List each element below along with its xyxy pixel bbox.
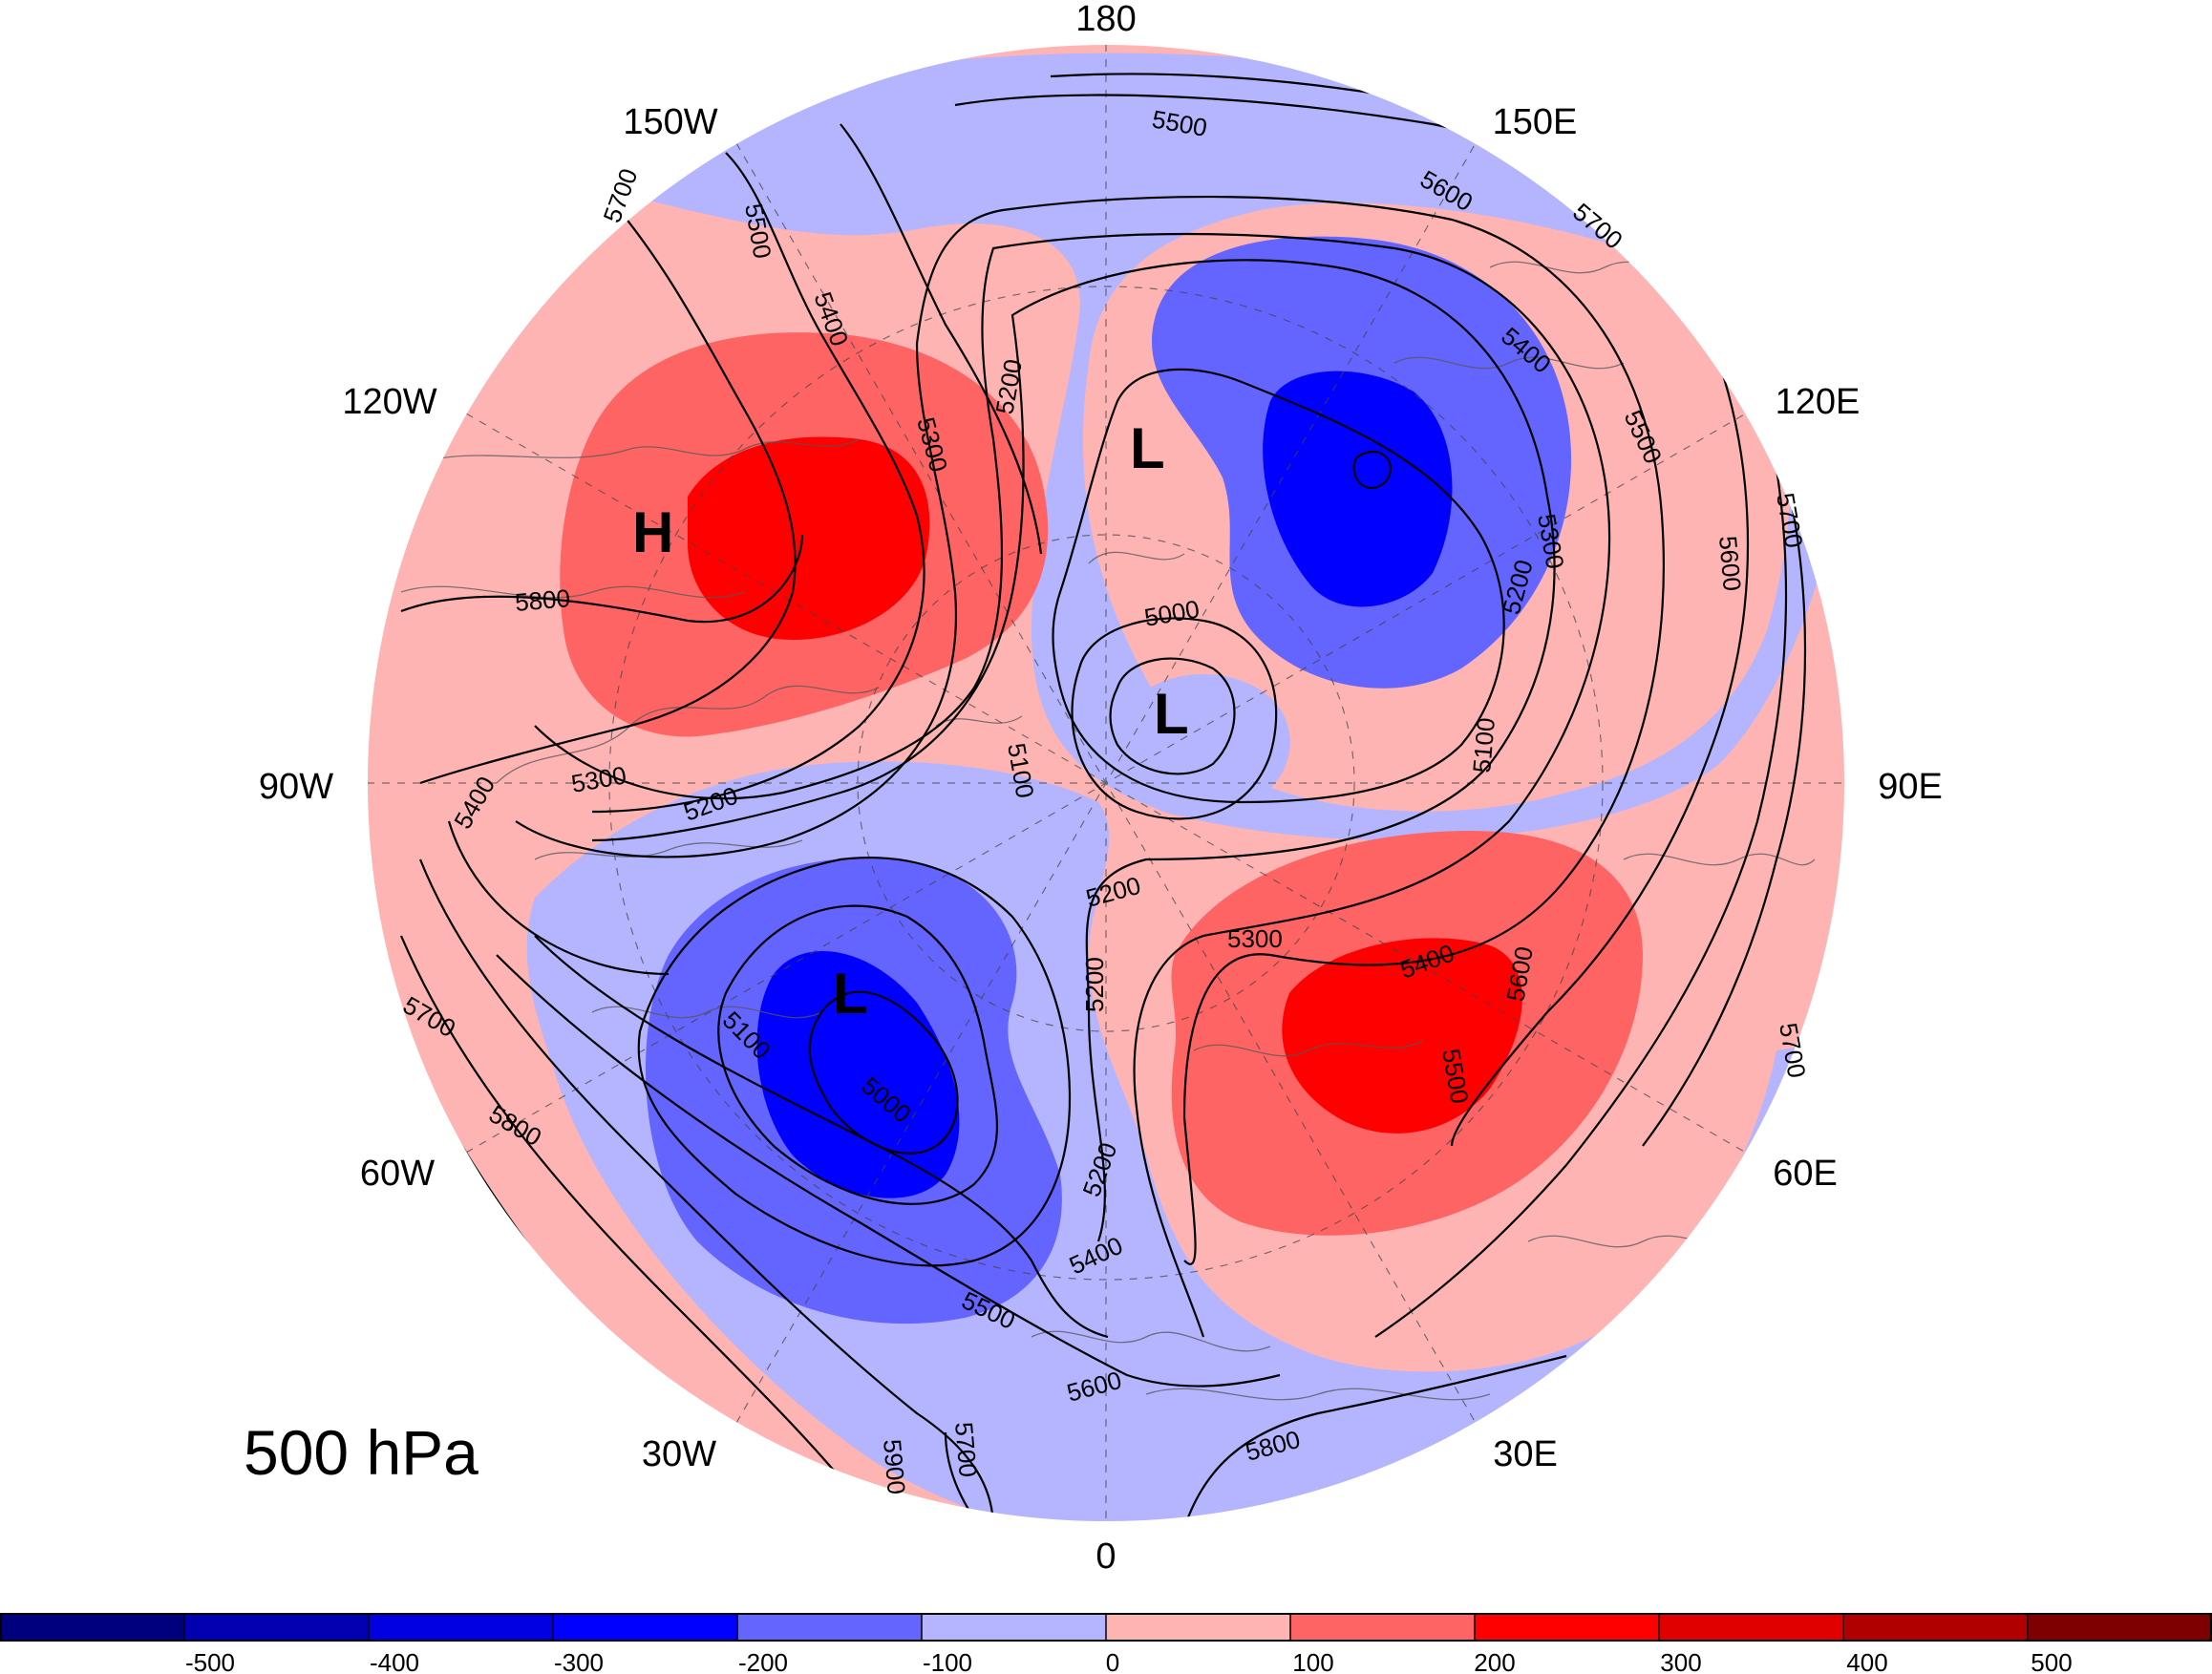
colorbar-bin: [1290, 1614, 1475, 1641]
contour-line: [534, 94, 1750, 1339]
longitude-label-150w: 150W: [623, 102, 717, 142]
colorbar-tick-label: 400: [1846, 1648, 1887, 1674]
colorbar-bin: [2028, 1614, 2212, 1641]
meridian-150: [735, 142, 1477, 1424]
low-pressure-marker: L: [1154, 682, 1189, 746]
latitude-circle: [608, 286, 1604, 1281]
contour-line: [1352, 451, 1393, 490]
contour-label: 5100: [1467, 716, 1500, 773]
colorbar-tick-label: 200: [1474, 1648, 1515, 1674]
anomaly-positive-region: [1282, 938, 1522, 1134]
colorbar-bin: [922, 1614, 1106, 1641]
colorbar-bin: [737, 1614, 922, 1641]
contour-line: [447, 195, 1665, 1265]
colorbar-tick-label: 0: [1106, 1648, 1119, 1674]
contour-label: 5600: [1713, 535, 1747, 592]
longitude-label-0: 0: [1095, 1536, 1116, 1577]
colorbar-tick-label: -200: [738, 1648, 788, 1674]
pressure-level-label: 500 hPa: [244, 1417, 479, 1488]
colorbar-tick-label: 100: [1292, 1648, 1333, 1674]
colorbar-tick-label: 300: [1660, 1648, 1701, 1674]
graticule: [367, 44, 1845, 1522]
colorbar-bin: [1106, 1614, 1290, 1641]
colorbar-bin: [1659, 1614, 1843, 1641]
low-pressure-marker: L: [1130, 416, 1165, 480]
low-pressure-marker: L: [833, 962, 868, 1026]
longitude-label-60w: 60W: [360, 1154, 435, 1194]
map-boundary: [366, 43, 1846, 1523]
contour-line: [534, 232, 1611, 1338]
colorbar-tick-label: -400: [370, 1648, 419, 1674]
colorbar-tick-label: -500: [185, 1648, 235, 1674]
longitude-label-180: 180: [1075, 0, 1136, 39]
contour-label: 5700: [949, 1421, 983, 1478]
longitude-labels: 180 150E 120E 90E 60E 30E 0 30W 60W 90W …: [259, 0, 1943, 1577]
colorbar-bin: [1843, 1614, 2028, 1641]
high-pressure-marker: H: [632, 500, 673, 564]
colorbar: -500 -400 -300 -200 -100 0 100 200 300 4…: [0, 1613, 2212, 1674]
longitude-label-150e: 150E: [1493, 102, 1578, 142]
contour-label: 5300: [1227, 924, 1283, 953]
contour-line: [808, 990, 959, 1155]
pressure-centers: H L L L: [632, 416, 1189, 1026]
colorbar-bin: [184, 1614, 369, 1641]
contour-line: [1071, 617, 1278, 820]
contour-line: [637, 856, 1072, 1267]
longitude-label-90w: 90W: [259, 767, 333, 807]
contour-line: [418, 141, 1807, 1522]
longitude-label-30e: 30E: [1493, 1434, 1558, 1474]
colorbar-bin: [1475, 1614, 1659, 1641]
contour-label: 5800: [514, 583, 571, 617]
contour-label: 5200: [1080, 957, 1109, 1012]
colorbar-tick-label: 500: [2031, 1648, 2072, 1674]
contour-line: [1109, 657, 1236, 775]
colorbar-bin: [369, 1614, 553, 1641]
longitude-label-30w: 30W: [642, 1434, 716, 1474]
colorbar-tick-label: -300: [554, 1648, 604, 1674]
longitude-label-120e: 120E: [1776, 382, 1861, 422]
longitude-label-90e: 90E: [1878, 767, 1943, 807]
anomaly-negative-region: [1108, 674, 1290, 817]
anomaly-positive-region: [688, 436, 930, 640]
contour-label: 5900: [878, 1438, 911, 1495]
longitude-label-60e: 60E: [1773, 1154, 1838, 1194]
longitude-label-120w: 120W: [342, 382, 436, 422]
latitude-circle: [857, 534, 1355, 1032]
colorbar-tick-label: -100: [923, 1648, 972, 1674]
colorbar-bin: [553, 1614, 737, 1641]
contour-line: [1052, 368, 1505, 804]
contour-line: [591, 259, 1556, 1242]
contour-line: [717, 904, 998, 1205]
colorbar-bin: [0, 1614, 184, 1641]
